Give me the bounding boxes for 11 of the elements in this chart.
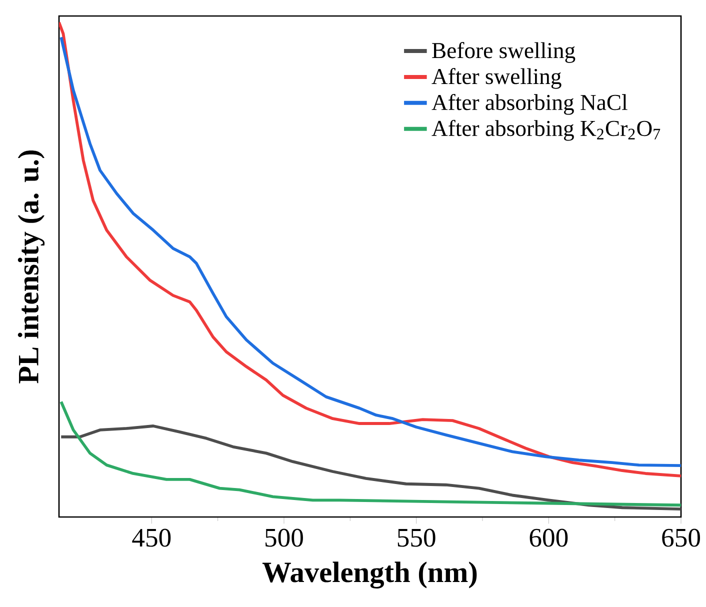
x-tick-label: 550	[398, 528, 436, 547]
x-tick-label: 600	[530, 528, 568, 547]
x-axis-title: Wavelength (nm)	[262, 562, 477, 588]
x-tick-label: 650	[662, 528, 700, 547]
legend-label: After swelling	[432, 68, 562, 89]
y-axis-title: PL intensity (a. u.)	[18, 150, 45, 384]
x-tick-label: 500	[266, 528, 303, 547]
x-tick-label: 450	[132, 528, 171, 547]
legend-label: Before swelling	[432, 42, 576, 63]
legend-label: After absorbing K$_{2}$Cr$_{2}$O$_{7}$	[432, 120, 660, 141]
legend-label: After absorbing NaCl	[432, 94, 628, 115]
